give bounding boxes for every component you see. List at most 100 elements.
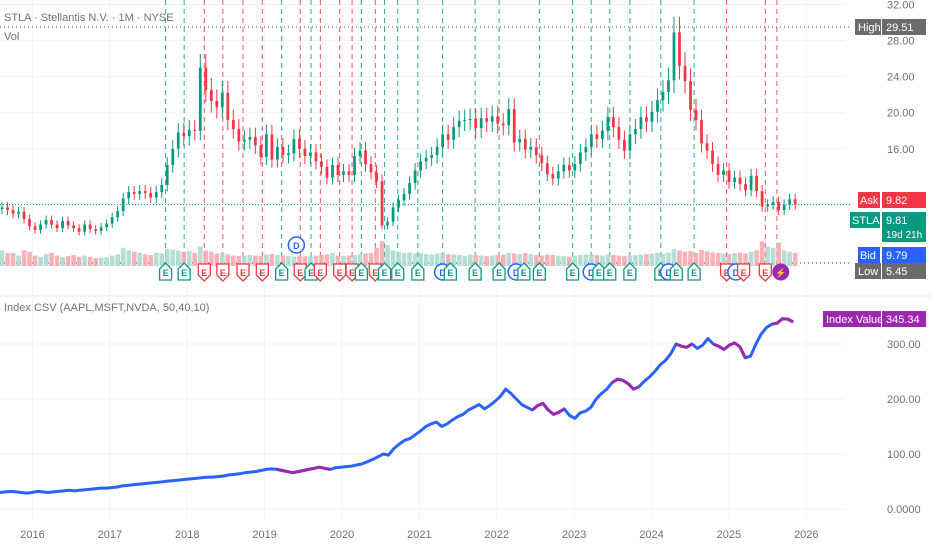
volume-bar: [153, 253, 159, 266]
last-name-bg: [850, 212, 880, 228]
volume-bar: [330, 253, 335, 266]
candle-body: [490, 116, 494, 122]
price-tick-label: 24.00: [887, 72, 915, 84]
candle-body: [292, 138, 296, 154]
earnings-marker: [468, 262, 482, 281]
volume-bar: [43, 254, 49, 266]
volume-bar: [555, 255, 561, 266]
candle-body: [22, 211, 26, 220]
earnings-marker: [313, 263, 328, 282]
volume-bar: [484, 256, 490, 266]
volume-bar: [208, 251, 214, 266]
candle-body: [545, 163, 549, 175]
event-letter: D: [439, 268, 446, 278]
volume-bar: [71, 255, 76, 266]
candle-body: [154, 192, 158, 198]
candle-body: [386, 221, 389, 226]
chart-title: STLA · Stellantis N.V. · 1M · NYSE: [4, 12, 174, 24]
candle-body: [408, 183, 411, 194]
candle-body: [61, 220, 64, 229]
volume-bar: [148, 255, 154, 266]
candle-body: [424, 157, 428, 162]
candle-body: [705, 143, 709, 151]
volume-bar: [704, 251, 710, 266]
volume-bar: [688, 250, 693, 266]
volume-bar: [776, 242, 781, 266]
event-letter: E: [607, 268, 613, 278]
volume-bar: [242, 255, 247, 266]
volume-bar: [583, 254, 589, 266]
candle-body: [634, 128, 637, 135]
price-tick-label: 20.00: [887, 108, 915, 120]
volume-bar: [374, 247, 379, 266]
event-letter: E: [201, 268, 207, 278]
volume-bar: [528, 254, 534, 266]
volume-bar: [440, 253, 445, 266]
volume-bar: [87, 256, 93, 266]
volume-bar: [291, 256, 297, 266]
candle-body: [276, 146, 279, 160]
x-tick-label: 2025: [717, 529, 741, 541]
candle-body: [209, 90, 213, 101]
volume-bar: [115, 254, 120, 266]
volume-bar: [644, 254, 649, 266]
volume-bar: [781, 250, 787, 266]
bid-value: 9.79: [886, 250, 907, 262]
high-name-bg: [855, 18, 881, 35]
candle-body: [782, 204, 786, 211]
volume-bar: [49, 253, 54, 266]
index-name-bg: [823, 311, 881, 328]
candle-body: [667, 80, 670, 92]
volume-bar: [478, 255, 484, 266]
index-value: 345.34: [886, 314, 920, 326]
candle-body: [678, 32, 681, 66]
volume-bar: [429, 254, 434, 266]
earnings-marker: [236, 263, 250, 282]
earnings-marker: [158, 262, 173, 281]
volume-bar: [142, 254, 148, 266]
volume-bar: [21, 250, 27, 266]
candle-body: [28, 219, 31, 227]
candle-body: [512, 109, 516, 143]
volume-bar: [0, 250, 5, 266]
volume-bar: [324, 254, 330, 266]
candle-body: [474, 119, 478, 129]
candle-body: [727, 170, 731, 183]
event-letter: E: [349, 268, 355, 278]
candle-body: [358, 150, 362, 156]
volume-bar: [203, 250, 209, 266]
candle-body: [0, 207, 4, 210]
volume-bar: [765, 246, 770, 266]
candle-body: [391, 207, 395, 222]
candle-body: [788, 199, 792, 205]
event-letter: D: [588, 268, 595, 278]
volume-bar: [54, 255, 60, 266]
earnings-marker: [411, 262, 425, 281]
x-tick-label: 2021: [407, 529, 431, 541]
volume-bar: [220, 253, 225, 266]
volume-bar: [104, 257, 109, 266]
volume-bar: [633, 255, 638, 266]
volume-bar: [589, 254, 594, 266]
candle-body: [628, 134, 632, 151]
volume-bar: [258, 256, 264, 266]
volume-bar: [418, 253, 423, 266]
earnings-marker: [532, 262, 546, 281]
last-value: 9.81: [886, 215, 907, 227]
earnings-marker: [592, 262, 606, 281]
ask-value: 9.82: [886, 195, 907, 207]
volume-bar: [286, 256, 291, 266]
candle-body: [215, 100, 219, 108]
candle-body: [77, 228, 81, 232]
earnings-marker: [177, 262, 191, 281]
candle-body: [430, 155, 434, 158]
volume-bar: [197, 246, 203, 266]
bid-name: Bid: [860, 250, 876, 262]
candle-body: [83, 224, 86, 232]
high-value-bg: [882, 18, 926, 35]
candle-body: [777, 201, 781, 211]
candle-body: [336, 165, 340, 175]
event-letter: E: [317, 268, 323, 278]
candle-body: [661, 91, 665, 101]
candle-body: [468, 119, 472, 121]
